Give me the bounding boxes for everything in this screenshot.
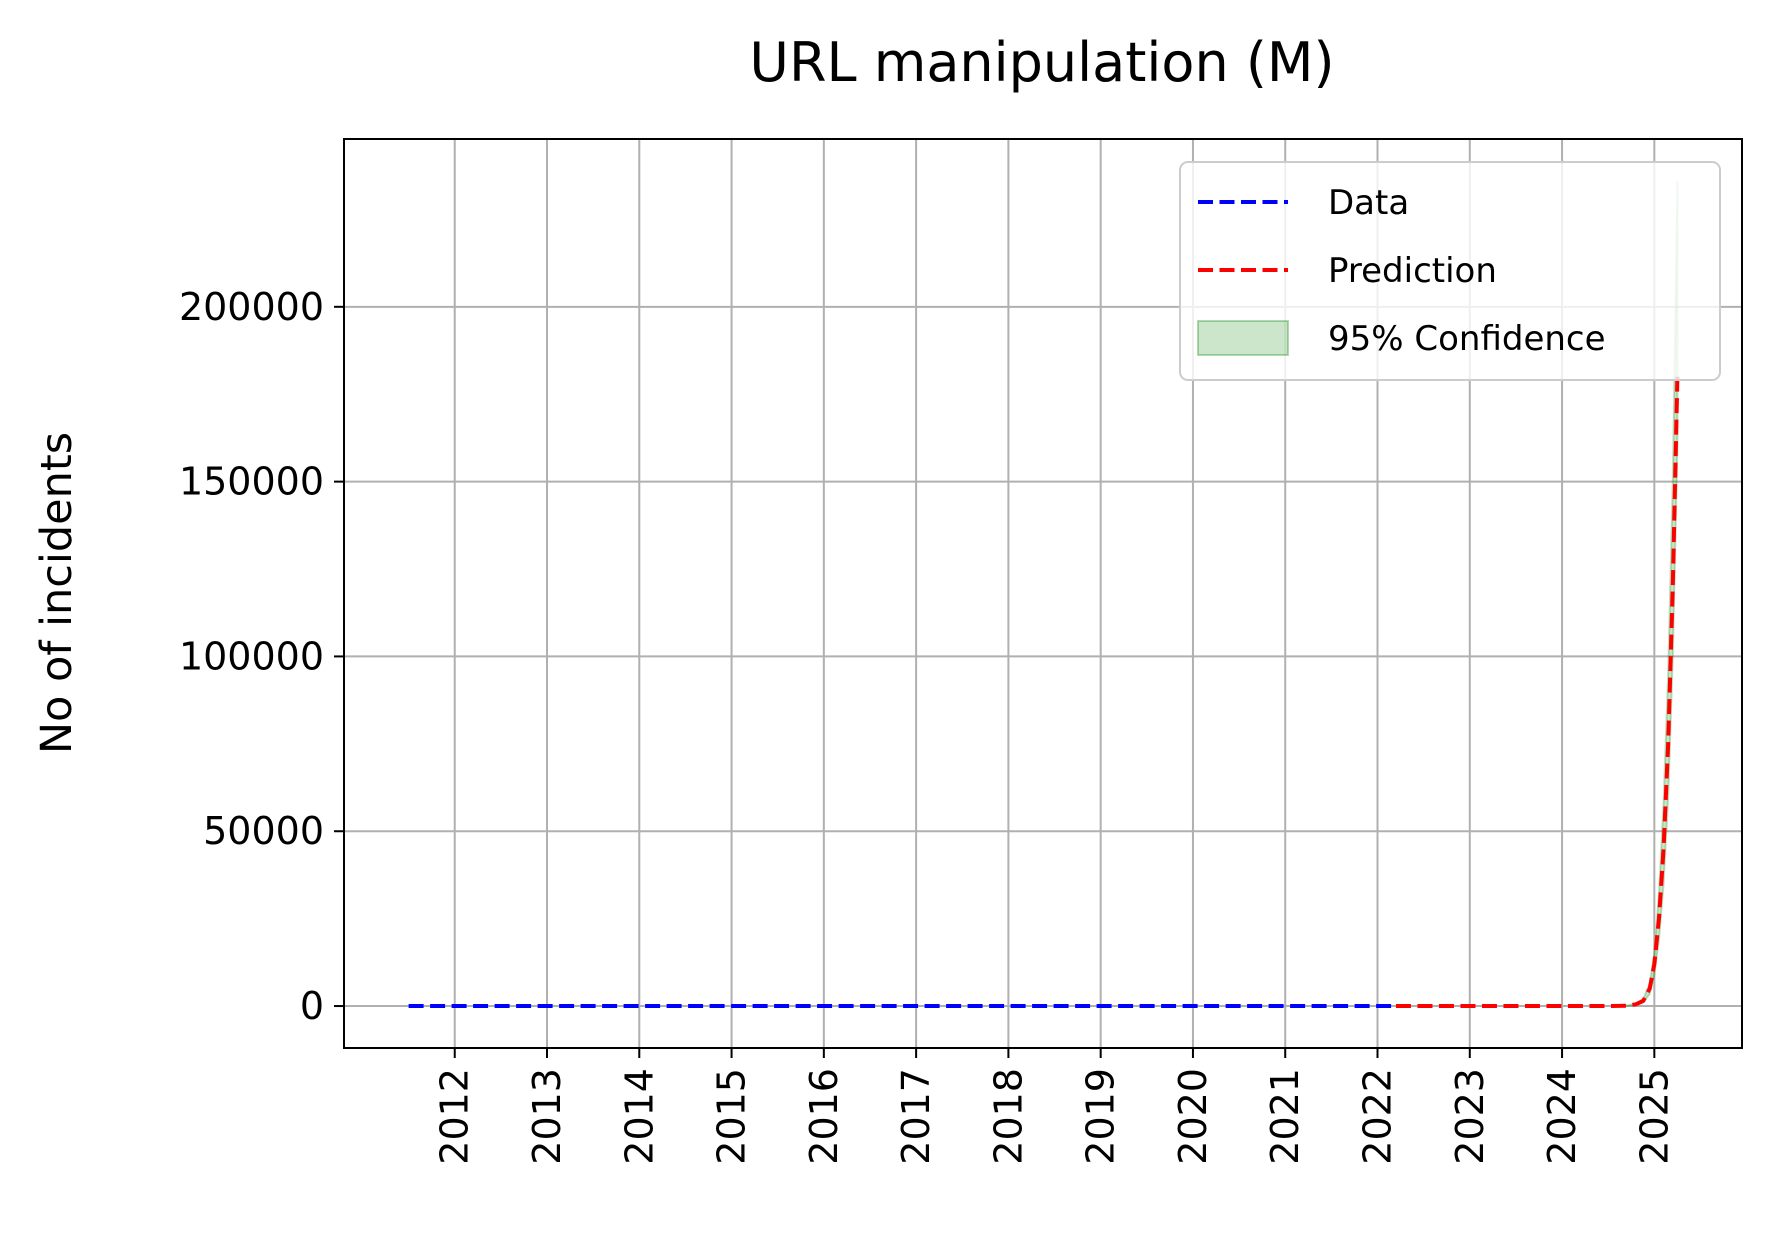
legend-label: 95% Confidence bbox=[1328, 319, 1606, 359]
legend-label: Prediction bbox=[1328, 251, 1497, 291]
x-tick-label: 2012 bbox=[433, 1068, 477, 1165]
legend-label: Data bbox=[1328, 183, 1409, 223]
y-axis-label: No of incidents bbox=[32, 432, 82, 754]
x-tick-label: 2013 bbox=[525, 1068, 569, 1165]
y-tick-label: 0 bbox=[300, 984, 324, 1028]
y-tick-label: 150000 bbox=[179, 460, 324, 504]
series-layer bbox=[408, 376, 1680, 1009]
chart-title: URL manipulation (M) bbox=[749, 31, 1334, 94]
x-tick-label: 2015 bbox=[710, 1068, 754, 1165]
legend: Data Prediction 95% Confidence bbox=[1179, 161, 1721, 381]
x-tick-label: 2023 bbox=[1448, 1068, 1492, 1165]
plot-frame bbox=[343, 138, 1743, 1049]
y-tick-label: 50000 bbox=[203, 809, 324, 853]
x-tick-label: 2024 bbox=[1540, 1068, 1584, 1165]
legend-box bbox=[1179, 161, 1721, 381]
x-axis: 2012 2013 2014 2015 2016 2017 2018 2019 2020 2021… bbox=[433, 1048, 1676, 1165]
series-line-prediction bbox=[1395, 376, 1680, 1009]
x-tick-label: 2025 bbox=[1632, 1068, 1676, 1165]
y-tick-label: 200000 bbox=[179, 285, 324, 329]
legend-swatch bbox=[1197, 320, 1289, 356]
x-tick-label: 2019 bbox=[1079, 1068, 1123, 1165]
x-tick-label: 2017 bbox=[894, 1068, 938, 1165]
x-tick-label: 2016 bbox=[802, 1068, 846, 1165]
y-axis: 0 50000 100000 150000 200000 bbox=[179, 285, 344, 1028]
x-tick-label: 2022 bbox=[1356, 1068, 1400, 1165]
y-tick-label: 100000 bbox=[179, 634, 324, 678]
x-tick-label: 2021 bbox=[1263, 1068, 1307, 1165]
x-tick-label: 2014 bbox=[617, 1068, 661, 1165]
x-tick-label: 2020 bbox=[1171, 1068, 1215, 1165]
x-tick-label: 2018 bbox=[986, 1068, 1030, 1165]
